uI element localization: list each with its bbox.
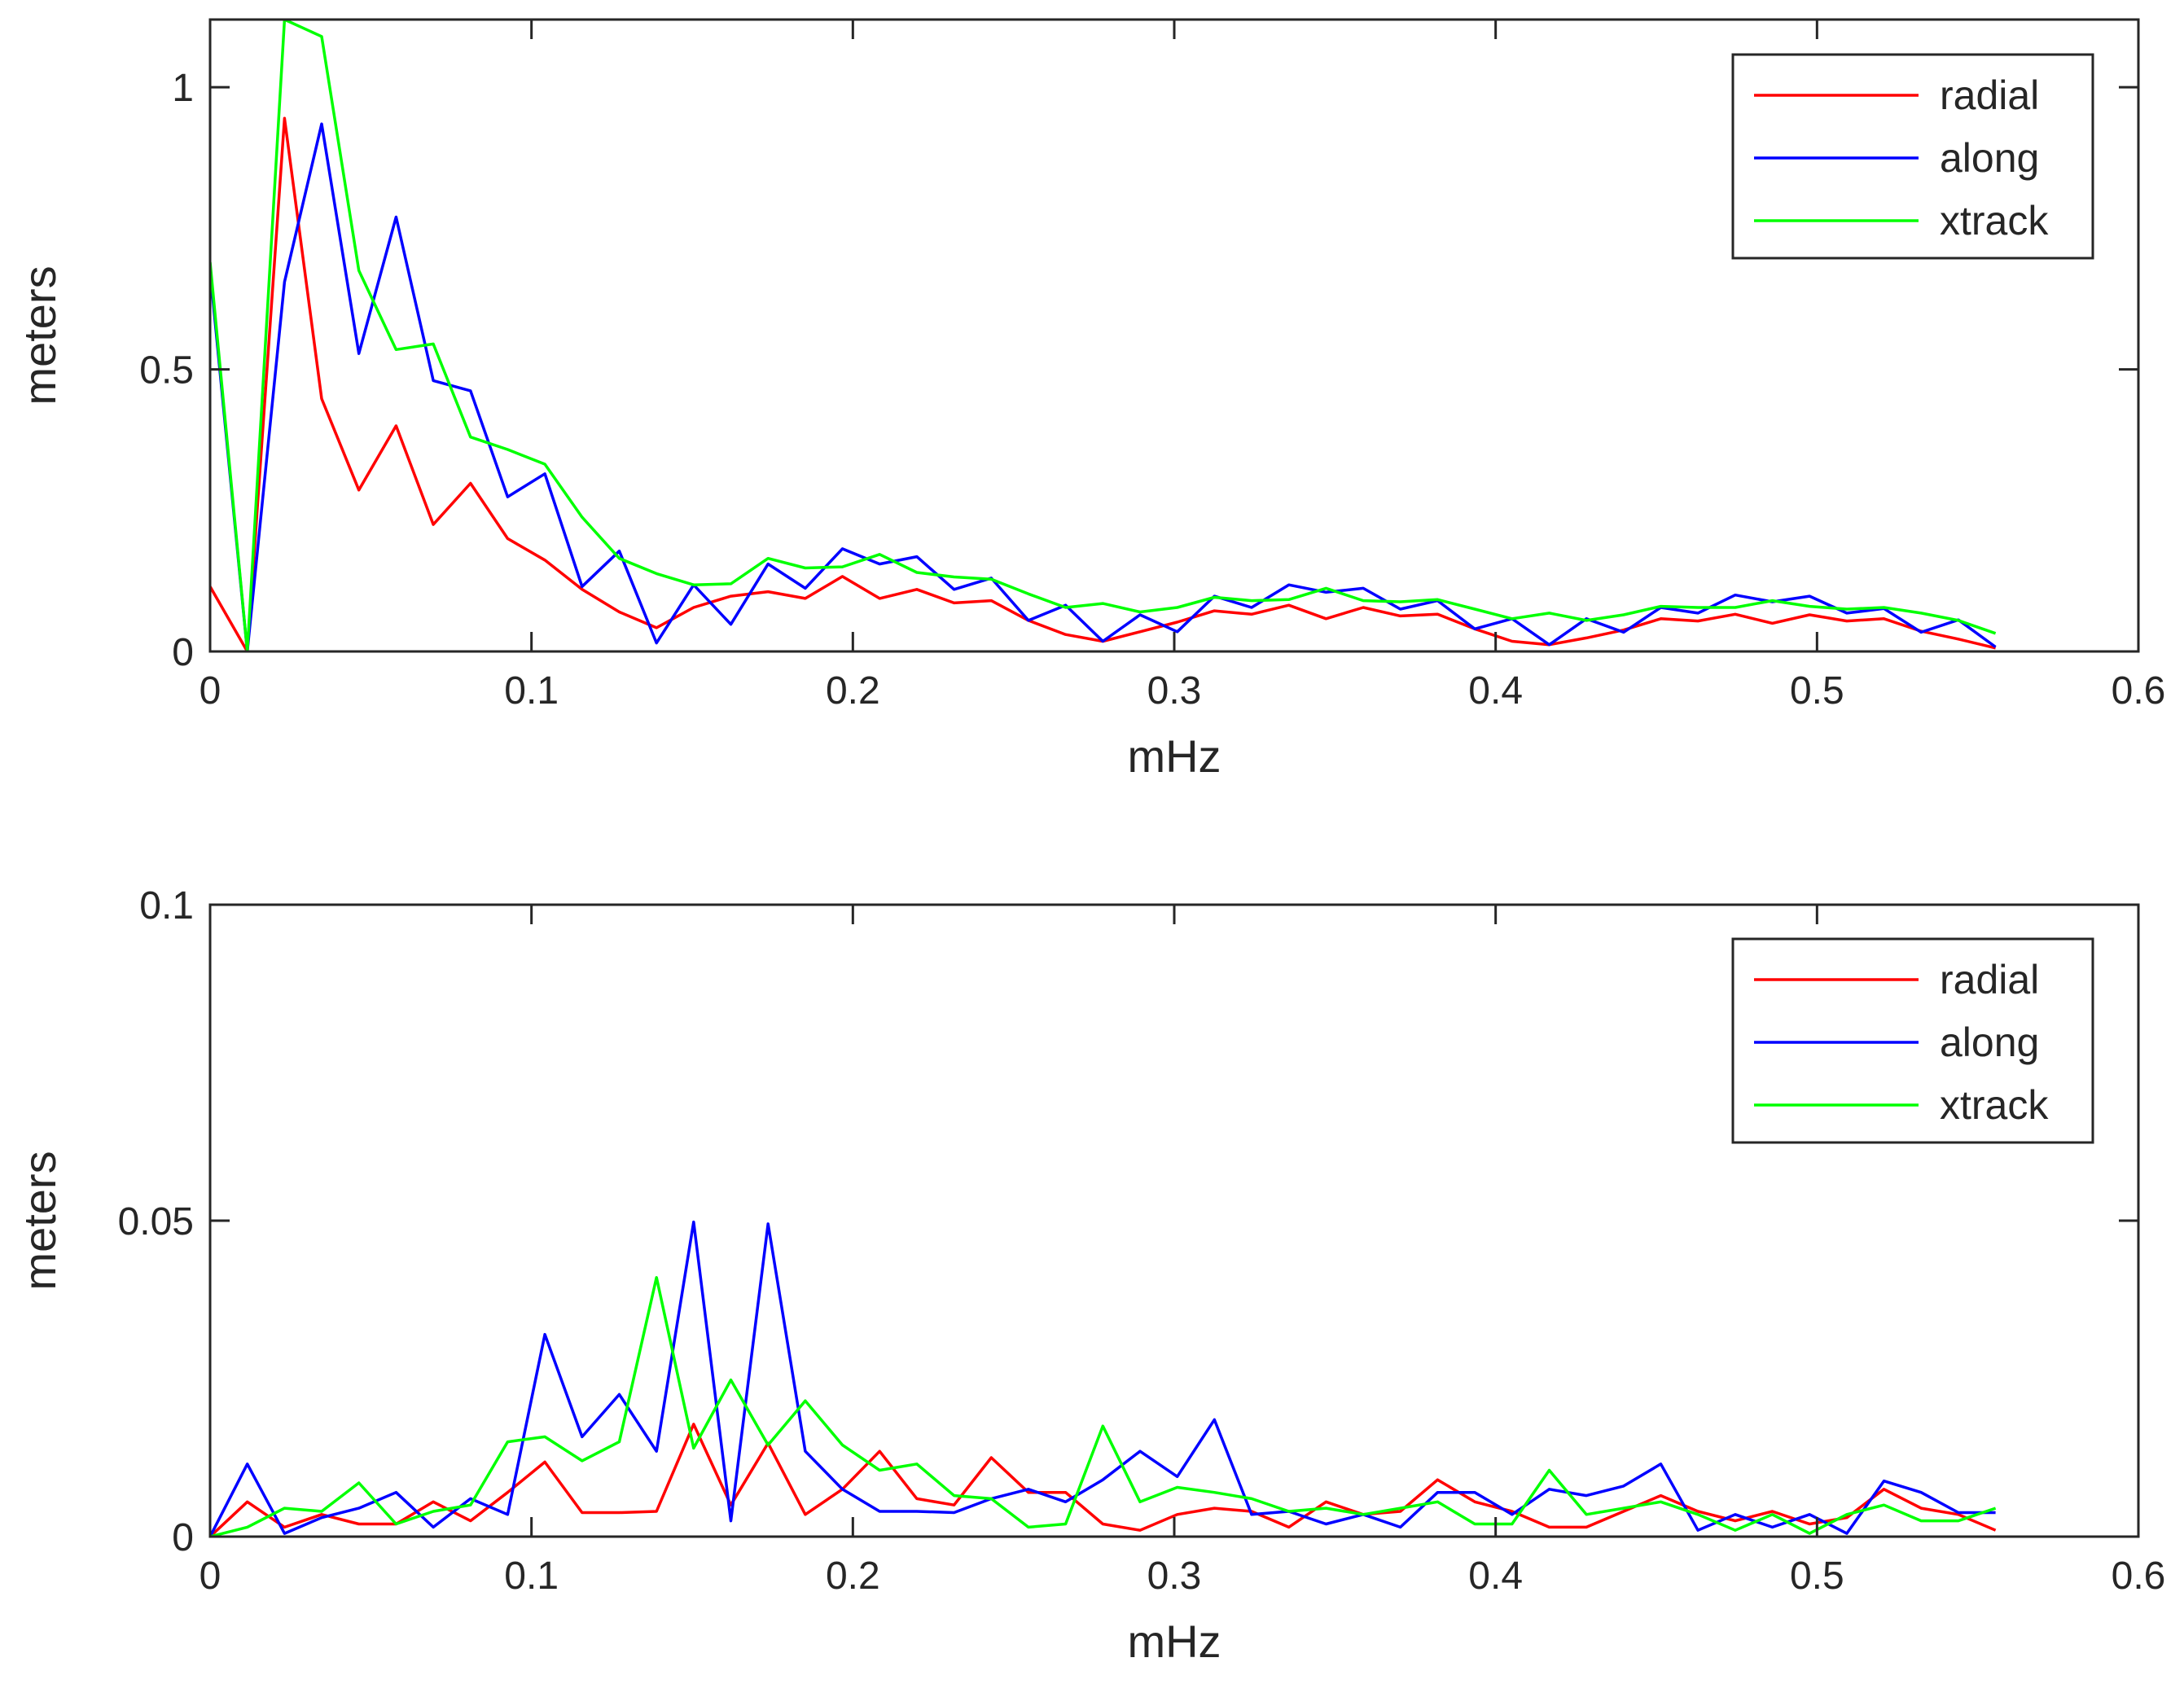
x-axis-label: mHz: [1127, 1616, 1221, 1667]
legend-box: [1731, 53, 2094, 260]
x-tick-label: 0.1: [504, 669, 559, 713]
x-tick-label: 0.5: [1790, 1555, 1844, 1598]
x-tick-label: 0: [200, 669, 221, 713]
series-group: [210, 20, 1997, 651]
legend-label-along: along: [1940, 135, 2039, 181]
x-tick-label: 0.1: [504, 1555, 559, 1598]
x-tick-label: 0.3: [1147, 1555, 1202, 1598]
x-tick-label: 0.6: [2112, 669, 2166, 713]
y-axis-label: meters: [14, 1151, 65, 1290]
y-tick-label: 0: [172, 631, 194, 674]
series-group: [210, 1220, 1997, 1537]
y-tick-label: 0.05: [118, 1200, 194, 1243]
y-tick-label: 0: [172, 1516, 194, 1559]
legend-label-radial: radial: [1940, 72, 2039, 118]
x-tick-label: 0.4: [1468, 669, 1523, 713]
series-line-radial: [210, 1423, 1997, 1537]
legend: radial along xtrack: [1731, 53, 2094, 260]
y-tick-label: 0.1: [139, 884, 194, 928]
x-tick-label: 0.5: [1790, 669, 1844, 713]
y-tick-label: 0.5: [139, 349, 194, 393]
x-tick-label: 0.3: [1147, 669, 1202, 713]
x-tick-label: 0.2: [826, 669, 880, 713]
x-axis-label: mHz: [1127, 730, 1221, 782]
y-axis-label: meters: [14, 265, 65, 405]
x-tick-label: 0.6: [2112, 1555, 2166, 1598]
series-line-along: [210, 1220, 1996, 1537]
bottom-subplot: 0 0.1 0.2 0.3 0.4 0.5 0.6 0 0.05 0.1 mHz meters radi…: [14, 884, 2165, 1667]
legend-label-xtrack: xtrack: [1940, 198, 2049, 243]
y-tick-label: 1: [172, 67, 194, 110]
series-line-xtrack: [210, 1276, 1997, 1537]
legend: radial along xtrack: [1731, 937, 2094, 1144]
x-tick-label: 0.2: [826, 1555, 880, 1598]
series-line-along: [210, 122, 1997, 651]
top-subplot: 0 0.1 0.2 0.3 0.4 0.5 0.6 0 0.5 1 mHz meters radial a…: [14, 18, 2166, 782]
x-tick-label: 0: [200, 1555, 221, 1598]
legend-label-along: along: [1940, 1020, 2039, 1065]
legend-label-xtrack: xtrack: [1940, 1082, 2049, 1128]
series-line-xtrack: [210, 20, 1997, 651]
legend-label-radial: radial: [1940, 957, 2039, 1002]
legend-box: [1731, 937, 2094, 1144]
x-tick-label: 0.4: [1468, 1555, 1523, 1598]
